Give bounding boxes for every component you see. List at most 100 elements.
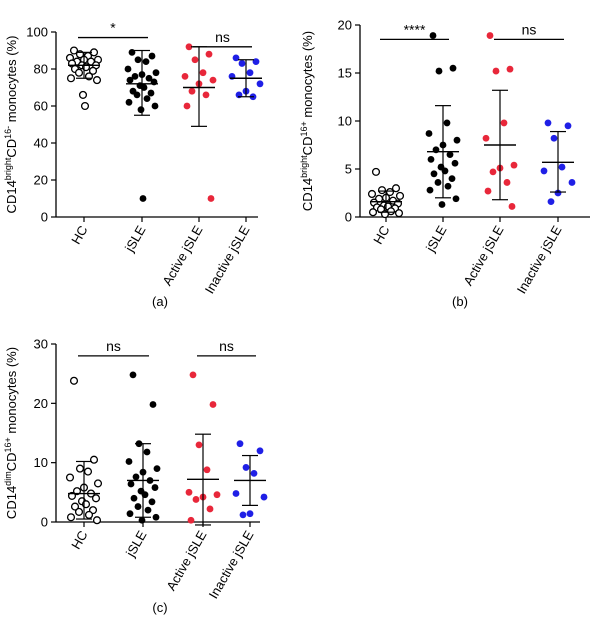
data-point [91,494,101,503]
x-category-label: HC [68,528,90,552]
y-tick-label: 40 [34,136,48,151]
y-tick-label: 60 [34,99,48,114]
data-point [151,102,159,110]
data-point [427,156,435,163]
data-point [256,447,264,455]
y-tick-label: 5 [345,162,352,177]
data-point [183,102,191,110]
data-point [207,195,215,202]
data-point [453,136,461,144]
y-tick-label: 0 [41,210,48,225]
data-point [232,490,240,497]
data-point [145,74,153,82]
data-point [130,494,138,502]
data-point [239,511,247,519]
data-point [93,479,103,488]
data-point [125,458,133,465]
y-tick-label: 20 [34,396,48,411]
data-point [78,90,88,99]
data-point [74,68,84,77]
chart-panel-2: 0 5 10 15 20 HC jSLE Active jSLE Inactive jSLE CD… [299,18,590,309]
data-point [232,54,240,62]
data-point [492,67,500,75]
data-point [377,186,387,195]
y-tick-label: 30 [34,337,48,352]
data-point [149,401,157,408]
data-point [126,76,134,84]
data-point [153,465,161,472]
data-point [70,502,80,511]
data-point [133,91,141,99]
data-point [152,513,160,521]
data-point [256,80,264,88]
y-axis-label-part: CD [4,139,19,158]
y-tick-label: 0 [345,210,352,225]
y-tick-label: 100 [26,25,48,40]
data-point [125,98,133,106]
data-point [203,466,211,474]
data-point [246,69,254,77]
data-point [185,488,193,496]
data-point [510,161,518,169]
y-axis-label-part: CD [4,453,19,472]
data-point [452,195,460,203]
y-axis-label-part: CD14 [4,180,19,213]
y-axis-label: CD14brightCD16- monocytes (%) [3,36,19,214]
x-category-label: Active jSLE [163,528,209,593]
x-category-label: Active jSLE [159,223,205,288]
y-axis-label-part: CD14 [4,486,19,519]
data-point [503,179,511,186]
data-point [75,464,85,473]
data-point [144,506,152,514]
y-tick-label: 20 [34,173,48,188]
x-category-label: Active jSLE [460,223,506,288]
y-tick-label: 0 [41,515,48,530]
data-point [482,134,490,142]
data-point [69,376,79,385]
data-point [66,513,76,522]
x-category-label: jSLE [422,223,449,255]
y-axis-label-part: CD [300,137,315,156]
x-category-label: HC [370,223,392,247]
significance-label: * [110,20,116,36]
data-point [451,159,459,167]
x-category-label: Inactive jSLE [514,223,565,296]
y-axis-label-superscript: dim [3,471,13,486]
data-point [449,64,457,72]
data-point [484,187,492,195]
data-point [92,76,102,85]
data-point [391,184,401,193]
data-point [438,201,446,208]
data-point [426,186,434,194]
data-point [371,167,381,176]
x-category-label: Inactive jSLE [206,528,257,601]
data-point [205,50,213,58]
y-axis-label-superscript: bright [3,157,13,180]
data-point [540,167,548,175]
data-point [191,56,199,64]
data-point [192,496,200,503]
data-point [188,87,196,95]
x-category-label: HC [68,223,90,247]
data-point [429,32,437,39]
data-point [250,469,258,477]
panel-label: (b) [452,294,468,309]
y-axis-label: CD14brightCD16+ monocytes (%) [299,31,315,211]
y-axis-label-part: monocytes (%) [4,36,19,126]
data-point [506,65,514,73]
data-point [148,498,156,506]
y-axis-label-superscript: 16+ [299,121,309,136]
data-point [189,371,197,379]
data-point [151,484,159,491]
y-axis-label-superscript: 16- [3,126,13,139]
data-point [134,503,142,510]
data-point [443,119,451,127]
significance-label: ns [215,29,230,45]
data-point [92,516,102,525]
data-point [185,43,193,51]
y-axis-label-superscript: bright [299,155,309,178]
y-axis-label: CD14dimCD16+ monocytes (%) [3,347,19,519]
data-point [88,66,98,75]
